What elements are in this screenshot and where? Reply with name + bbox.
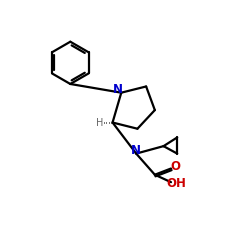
Text: H: H xyxy=(96,118,103,128)
Text: OH: OH xyxy=(166,177,186,190)
Text: O: O xyxy=(170,160,180,173)
Text: N: N xyxy=(113,83,123,96)
Text: N: N xyxy=(131,144,141,157)
